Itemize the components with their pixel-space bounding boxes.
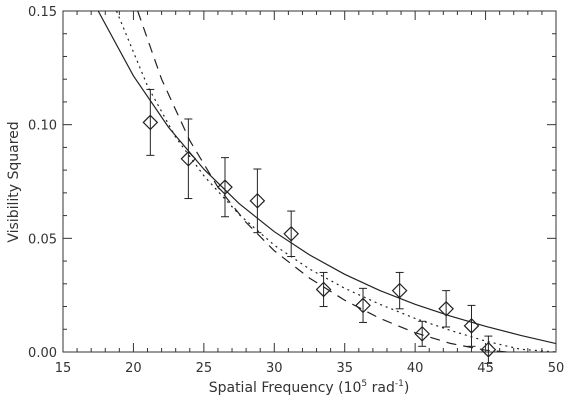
y-axis-label: Visibility Squared bbox=[6, 121, 22, 242]
data-point bbox=[414, 325, 431, 342]
data-point bbox=[217, 179, 233, 196]
y-tick-label: 0.00 bbox=[28, 346, 57, 361]
data-point bbox=[283, 225, 300, 242]
data-point bbox=[391, 282, 408, 299]
data-point bbox=[480, 341, 497, 358]
fit-curve-dashed bbox=[137, 11, 507, 352]
x-axis-ticks: 15 20 25 30 35 40 45 50 bbox=[55, 11, 565, 376]
y-tick-label: 0.05 bbox=[28, 232, 57, 247]
y-tick-label: 0.15 bbox=[28, 5, 57, 20]
x-axis-label: Spatial Frequency (105 rad-1) bbox=[209, 379, 410, 396]
data-markers bbox=[142, 114, 497, 358]
data-point bbox=[463, 318, 480, 334]
data-point bbox=[142, 114, 159, 131]
error-bars bbox=[146, 88, 493, 364]
data-point bbox=[180, 150, 197, 167]
x-tick-label: 50 bbox=[548, 361, 565, 376]
y-tick-label: 0.10 bbox=[28, 119, 57, 134]
data-point bbox=[249, 192, 266, 209]
x-tick-label: 25 bbox=[196, 361, 213, 376]
x-tick-label: 45 bbox=[477, 361, 494, 376]
x-tick-label: 30 bbox=[266, 361, 283, 376]
x-tick-label: 40 bbox=[407, 361, 424, 376]
fit-curve-solid bbox=[97, 11, 556, 345]
data-point bbox=[315, 281, 332, 298]
x-tick-label: 20 bbox=[125, 361, 142, 376]
x-tick-label: 35 bbox=[336, 361, 353, 376]
y-axis-ticks: 0.00 0.05 0.10 0.15 bbox=[28, 5, 556, 361]
data-point bbox=[355, 297, 371, 314]
plot-frame bbox=[62, 10, 557, 353]
data-point bbox=[438, 300, 454, 317]
fit-curve-dotted bbox=[115, 11, 556, 352]
x-tick-label: 15 bbox=[55, 361, 72, 376]
fit-curves bbox=[97, 11, 556, 352]
